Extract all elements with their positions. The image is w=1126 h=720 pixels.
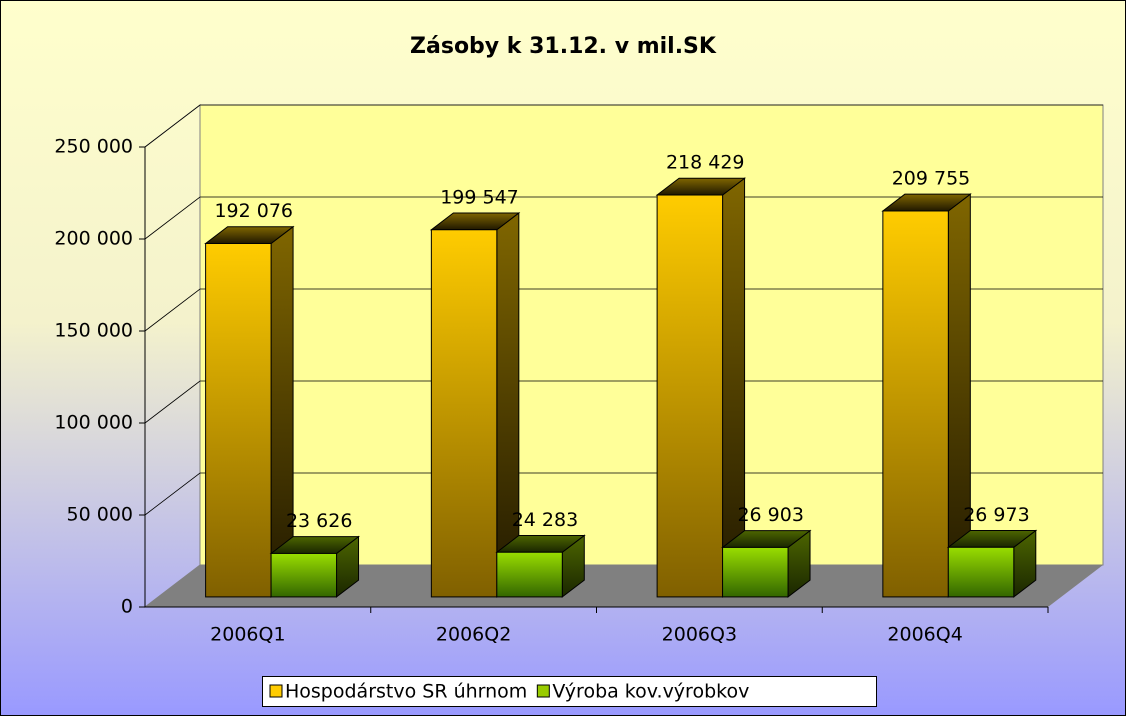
bar bbox=[430, 229, 498, 598]
data-label: 192 076 bbox=[214, 200, 293, 222]
data-label: 23 626 bbox=[286, 510, 352, 532]
grid-line bbox=[144, 104, 1103, 148]
data-label: 199 547 bbox=[440, 186, 519, 208]
grid-line bbox=[144, 472, 1103, 516]
y-tick-label: 150 000 bbox=[54, 320, 133, 342]
legend-swatch bbox=[269, 684, 283, 698]
chart-title: Zásoby k 31.12. v mil.SK bbox=[410, 34, 717, 59]
grid-line bbox=[144, 196, 1103, 240]
bar bbox=[722, 546, 789, 598]
bar bbox=[882, 210, 949, 598]
bar bbox=[947, 546, 1015, 598]
data-label: 26 903 bbox=[737, 504, 803, 526]
y-tick-label: 100 000 bbox=[54, 412, 133, 434]
x-tick-label: 2006Q2 bbox=[436, 624, 511, 646]
bar bbox=[205, 243, 272, 598]
bar bbox=[656, 194, 724, 598]
y-tick-label: 200 000 bbox=[54, 228, 133, 250]
grid-line bbox=[144, 288, 1103, 332]
legend bbox=[262, 676, 877, 707]
y-tick-label: 250 000 bbox=[54, 136, 133, 158]
grid-line bbox=[144, 380, 1103, 424]
x-tick-label: 2006Q1 bbox=[210, 624, 285, 646]
data-label: 218 429 bbox=[666, 152, 745, 174]
bar bbox=[270, 552, 338, 598]
data-label: 209 755 bbox=[892, 168, 971, 190]
y-tick-label: 0 bbox=[121, 596, 133, 618]
y-tick-label: 50 000 bbox=[67, 504, 133, 526]
data-label: 26 973 bbox=[963, 504, 1029, 526]
x-tick-label: 2006Q3 bbox=[662, 624, 737, 646]
data-label: 24 283 bbox=[512, 509, 578, 531]
legend-label: Výroba kov.výrobkov bbox=[552, 681, 749, 703]
legend-swatch bbox=[536, 684, 550, 698]
x-tick-label: 2006Q4 bbox=[887, 624, 962, 646]
legend-label: Hospodárstvo SR úhrnom bbox=[285, 681, 527, 703]
floor bbox=[145, 565, 1103, 607]
bar bbox=[496, 551, 563, 598]
